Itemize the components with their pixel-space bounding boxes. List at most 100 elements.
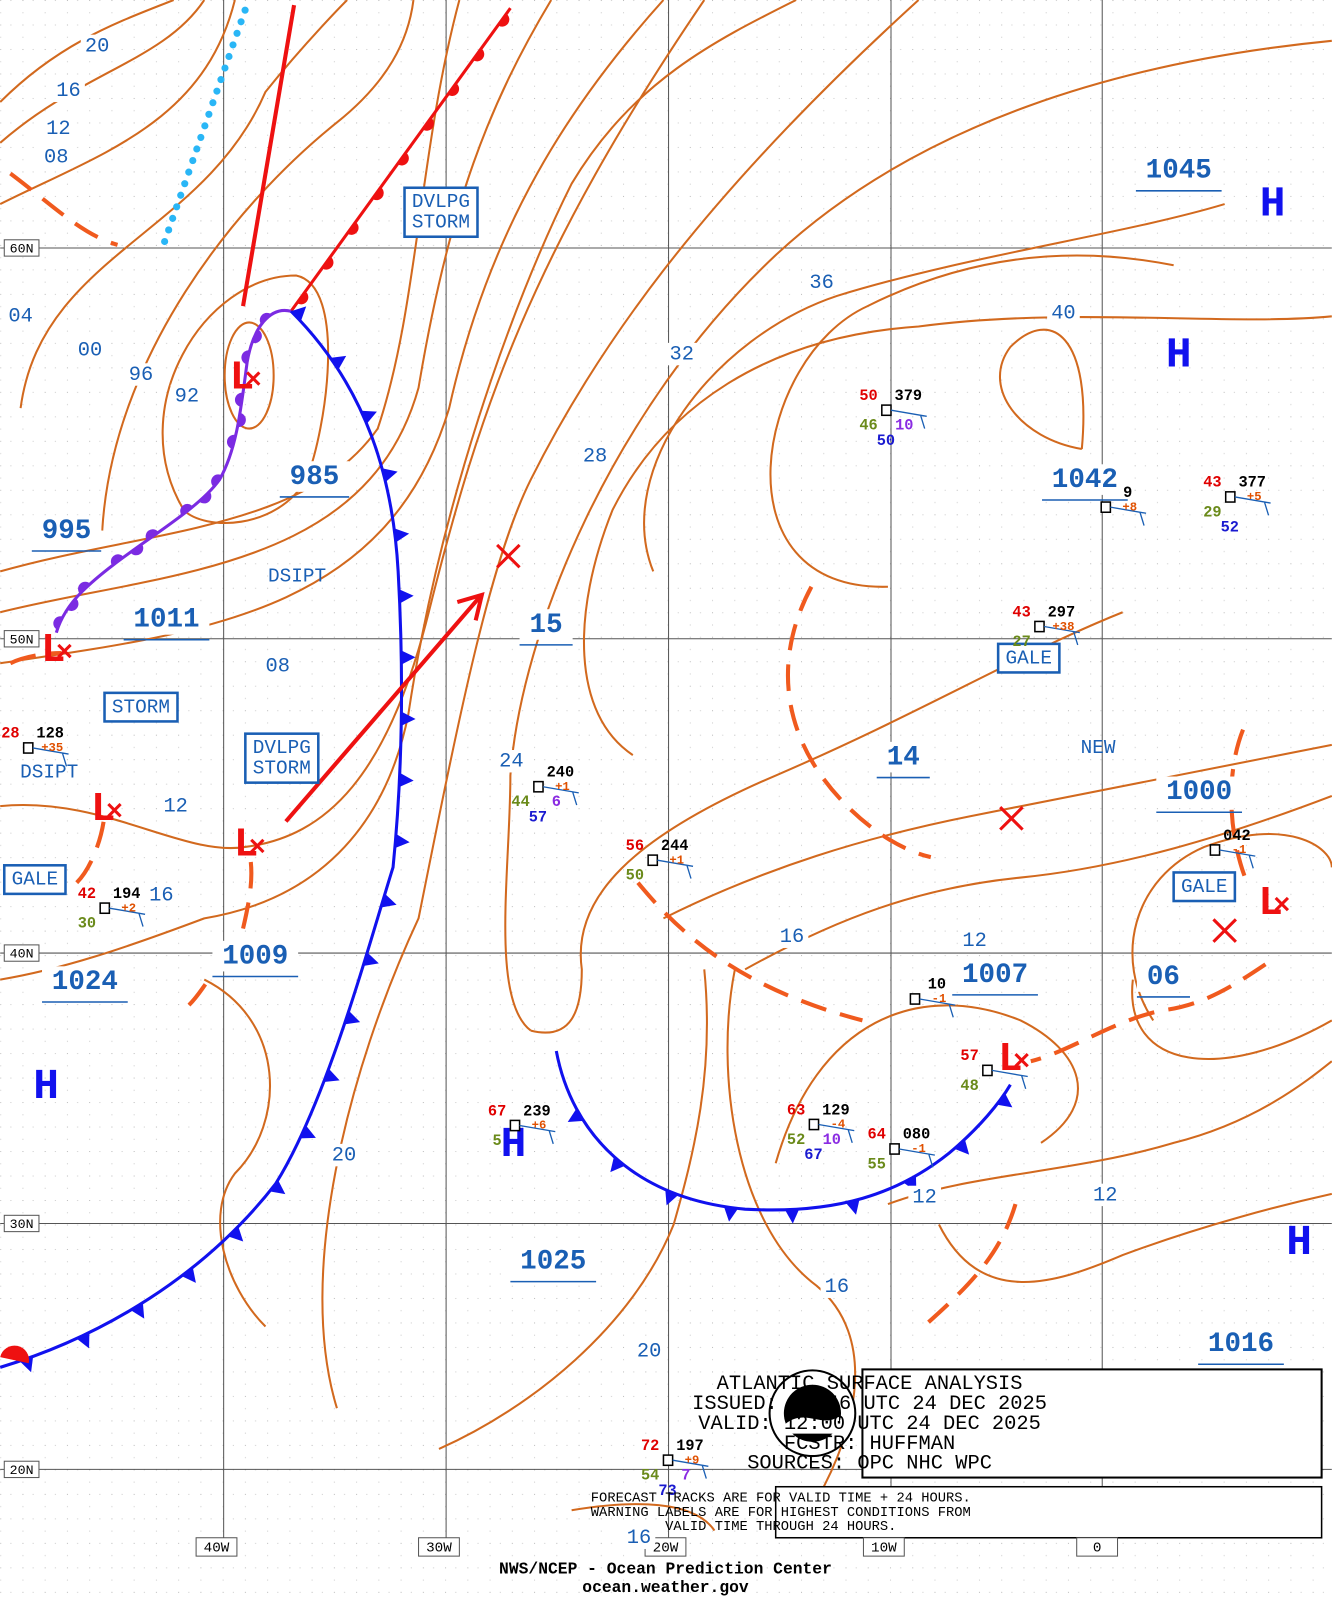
lat-label: 20N	[10, 1463, 34, 1478]
label-bg	[1156, 776, 1243, 808]
high-center: H	[33, 1062, 59, 1111]
pressure-value: 1045	[1146, 156, 1212, 187]
isobar-label: 24	[499, 751, 523, 774]
ship-symbol	[889, 1143, 900, 1155]
ship-tend: +8	[1122, 500, 1137, 514]
front-symbol	[0, 1345, 30, 1364]
front-symbol	[954, 1139, 970, 1155]
front-symbol	[472, 48, 485, 62]
wind-barb	[818, 1123, 855, 1144]
label-bg	[39, 145, 73, 169]
front-symbol	[381, 468, 398, 483]
warning-box	[996, 642, 1061, 674]
low-x	[57, 643, 72, 659]
status-label: DSIPT	[268, 566, 326, 588]
ship-wave: 7	[681, 1467, 690, 1485]
title-line: ATLANTIC SURFACE ANALYSIS	[717, 1373, 1023, 1396]
front-symbol	[252, 329, 262, 344]
ship-symbol	[533, 780, 544, 793]
front-symbol	[241, 350, 250, 365]
label-bg	[805, 271, 838, 294]
front-symbol	[498, 13, 510, 27]
isobar-label: 32	[670, 343, 694, 366]
title-box	[861, 1368, 1323, 1479]
label-bg	[80, 34, 114, 58]
wind-barb	[890, 409, 927, 429]
label-bg	[1136, 961, 1190, 992]
warning-label: GALE	[1181, 876, 1228, 898]
wind-barb	[32, 747, 69, 767]
front-symbol	[269, 1179, 286, 1195]
note-box	[774, 1485, 1323, 1539]
isobar-label: 12	[46, 118, 70, 141]
ship-tend: +1	[669, 853, 684, 867]
title-line: VALID: 12:00 UTC 24 DEC 2025	[698, 1413, 1041, 1436]
label-bg	[876, 741, 930, 773]
front-symbol	[344, 1010, 361, 1025]
ship-dewpoint: 55	[868, 1155, 886, 1173]
note-line: WARNING LABELS ARE FOR HIGHEST CONDITION…	[591, 1506, 971, 1521]
ship-temp: 43	[1012, 603, 1030, 621]
pressure-value: 985	[290, 462, 340, 493]
lat-label: 60N	[10, 241, 34, 256]
lat-label-box	[3, 1460, 40, 1479]
ship-sea: 52	[1221, 519, 1239, 537]
ship-symbol	[99, 902, 111, 915]
ship-symbol	[22, 742, 34, 754]
pressure-value: 1016	[1208, 1329, 1274, 1360]
ship-symbol	[982, 1064, 993, 1077]
pressure-value: 14	[887, 742, 920, 773]
ship-temp: 43	[1203, 474, 1221, 492]
label-bg	[1135, 155, 1222, 186]
front-symbol	[397, 152, 409, 166]
warning-label: GALE	[12, 869, 59, 891]
title-line: FCSTR: HUFFMAN	[784, 1433, 955, 1456]
front-symbol	[347, 221, 359, 235]
isobar-label: 08	[265, 656, 289, 679]
label-bg	[159, 794, 193, 818]
front-symbol	[401, 650, 416, 665]
front-symbol	[330, 355, 347, 370]
ship-pressure: 379	[895, 387, 923, 405]
label-bg	[1042, 464, 1128, 495]
front-symbol	[110, 554, 124, 566]
front-symbol	[567, 1108, 584, 1123]
ship-temp: 56	[626, 837, 644, 855]
label-bg	[261, 655, 295, 678]
wind-barb	[1234, 496, 1271, 516]
label-bg	[279, 461, 350, 492]
isobar-label: 20	[85, 35, 109, 58]
ship-pressure: 197	[676, 1437, 704, 1455]
front-symbol	[291, 306, 307, 322]
label-bg	[820, 1275, 854, 1298]
warning-label: DVLPG STORM	[253, 737, 311, 779]
lon-label: 20W	[653, 1541, 679, 1557]
ship-symbol	[647, 854, 659, 867]
ship-dewpoint: 46	[859, 417, 877, 435]
label-bg	[495, 750, 528, 773]
footer-agency: NWS/NCEP - Ocean Prediction Center	[499, 1560, 832, 1579]
front-symbol	[665, 1189, 679, 1206]
ship-tend: -1	[1232, 843, 1247, 857]
wind-barb	[919, 998, 956, 1018]
storm-track	[284, 591, 485, 823]
ship-wave: 10	[895, 417, 913, 435]
noaa-logo	[768, 1369, 857, 1458]
ship-temp: 50	[859, 387, 877, 405]
ship-symbol	[1209, 844, 1221, 856]
ship-temp: 28	[1, 725, 19, 743]
cold-front	[0, 310, 404, 1369]
isobar-label: 16	[56, 80, 80, 103]
isobar-label: 12	[912, 1186, 936, 1209]
forecast-positions	[496, 543, 1237, 943]
front-symbol	[226, 434, 236, 449]
isobar-label: 96	[129, 364, 153, 387]
lon-label: 30W	[426, 1541, 452, 1557]
front-symbol	[145, 529, 159, 541]
front-symbol	[78, 581, 91, 594]
isobar-label: 20	[637, 1340, 661, 1363]
ship-tend: +9	[685, 1453, 700, 1467]
front-symbol	[380, 893, 397, 908]
cold-front	[554, 1050, 1012, 1212]
warning-box	[1172, 871, 1237, 903]
